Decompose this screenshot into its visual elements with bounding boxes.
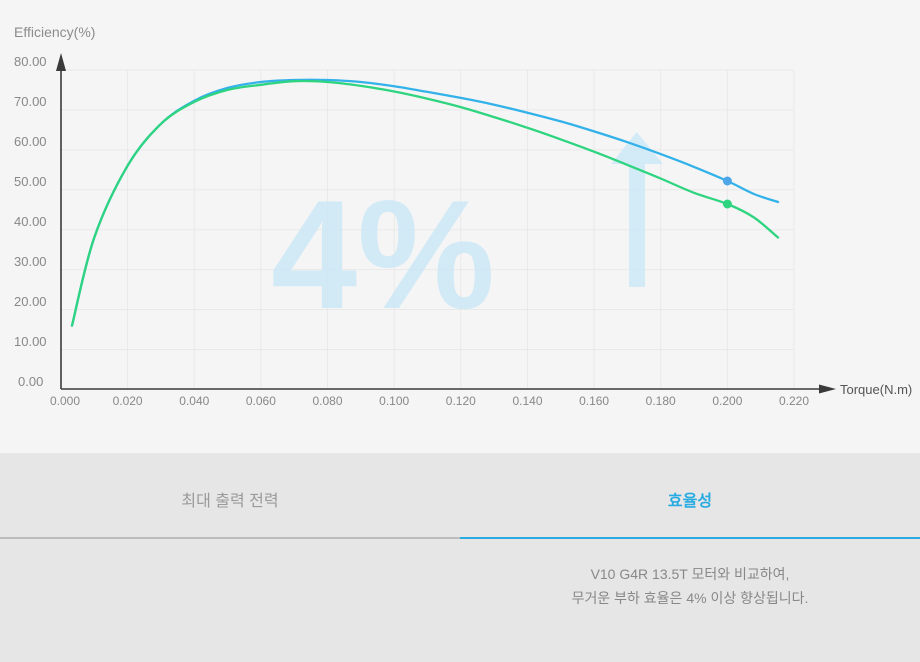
svg-text:4%: 4% (271, 168, 495, 341)
